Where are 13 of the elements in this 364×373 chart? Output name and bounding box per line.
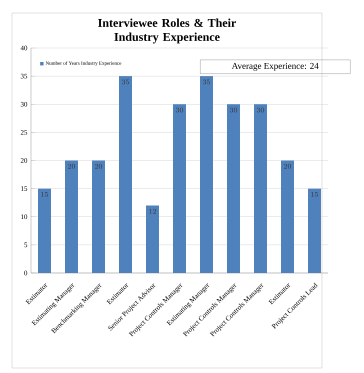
bar xyxy=(226,104,240,273)
bar xyxy=(308,188,321,273)
bar xyxy=(118,76,132,273)
bar xyxy=(280,160,294,273)
bar xyxy=(146,206,159,273)
bar xyxy=(254,104,267,273)
bar xyxy=(38,188,51,273)
bar xyxy=(172,104,186,273)
annotation: Average Experience: 24 xyxy=(232,62,319,71)
bar xyxy=(92,160,105,273)
chart-title: Interviewee Roles & Their Industry Experience xyxy=(98,18,236,44)
bar xyxy=(65,160,78,273)
bar xyxy=(200,76,213,273)
